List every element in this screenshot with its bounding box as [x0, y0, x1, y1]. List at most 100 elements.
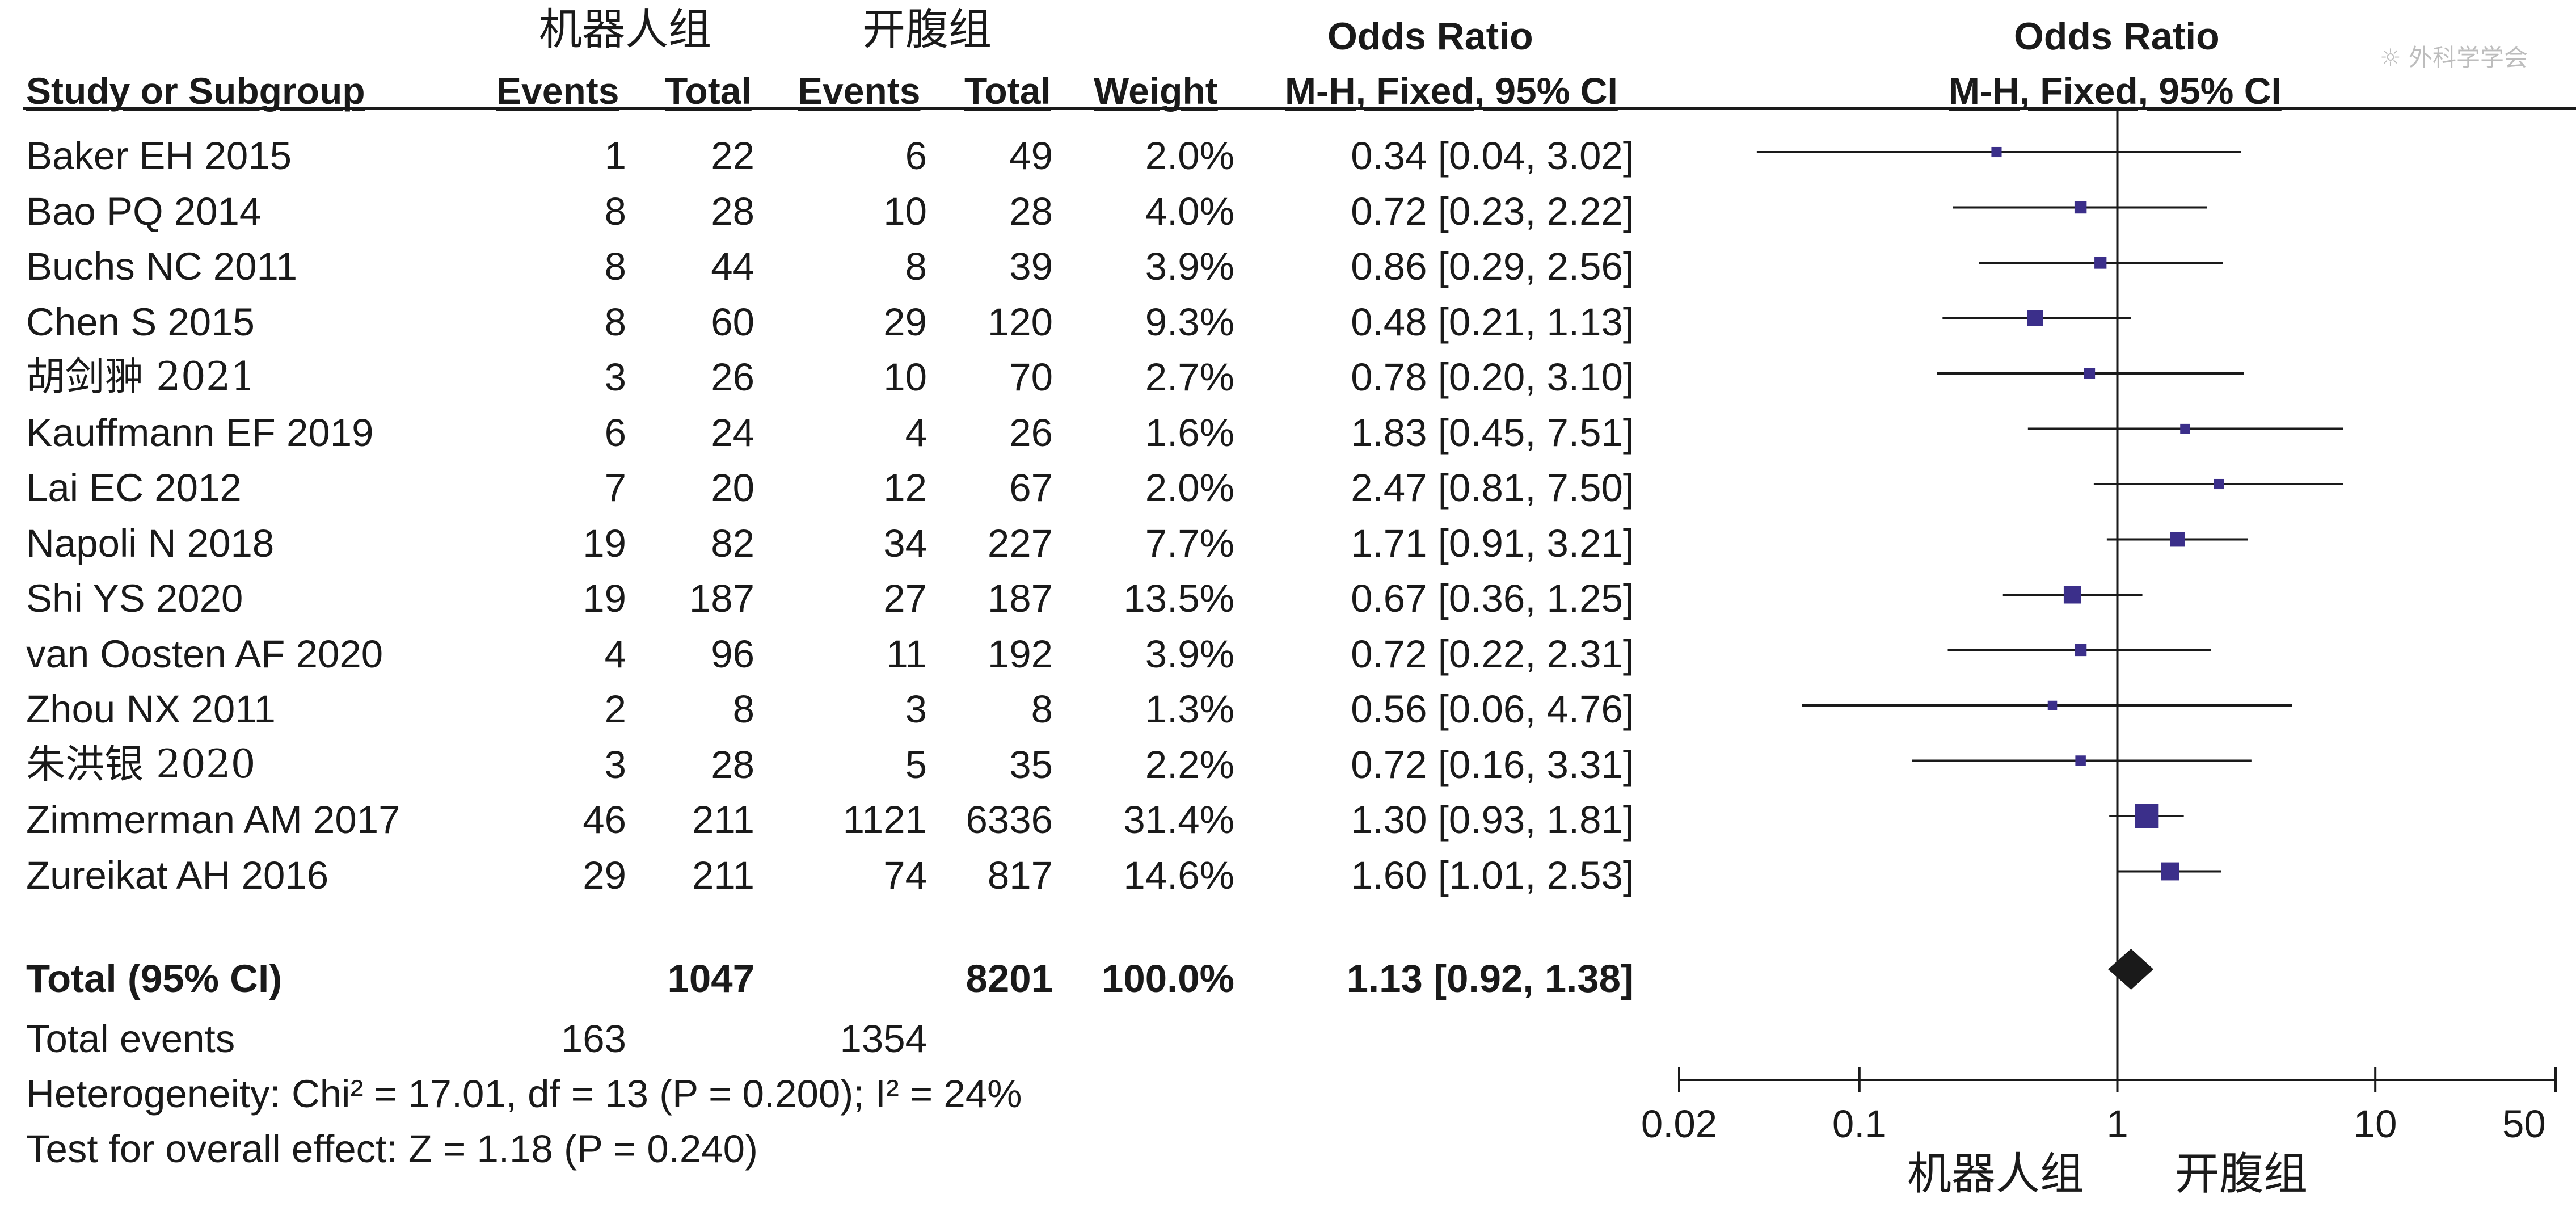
total2-cell: 187 [987, 577, 1053, 620]
total1-cell: 8 [732, 687, 754, 731]
weight-cell: 2.7% [1145, 355, 1234, 399]
weight-cell: 14.6% [1123, 853, 1234, 897]
total-events1: 163 [560, 1017, 626, 1061]
study-marker [2074, 201, 2087, 214]
x-tick-label: 0.1 [1832, 1102, 1887, 1146]
weight-cell: 31.4% [1123, 798, 1234, 842]
x-tick-label: 10 [2353, 1102, 2397, 1146]
total-events2: 1354 [840, 1017, 927, 1061]
favours-right-label: 开腹组 [2175, 1149, 2308, 1200]
events1-cell: 8 [604, 245, 626, 288]
study-name: Napoli N 2018 [26, 521, 275, 565]
study-name: van Oosten AF 2020 [26, 632, 383, 676]
study-marker [2170, 532, 2185, 547]
total2-column-header: Total [964, 70, 1051, 112]
total2-cell: 49 [1009, 134, 1053, 178]
study-marker [2094, 257, 2107, 269]
study-marker [1991, 146, 2002, 158]
x-tick-label: 0.02 [1641, 1102, 1718, 1146]
or-ci-cell: 0.34 [0.04, 3.02] [1351, 134, 1634, 178]
total1-cell: 96 [711, 632, 754, 676]
or-ci-cell: 0.56 [0.06, 4.76] [1351, 687, 1634, 731]
or-ci-cell: 0.72 [0.23, 2.22] [1351, 189, 1634, 233]
study-name: Baker EH 2015 [26, 134, 292, 178]
events1-cell: 19 [583, 521, 626, 565]
total-weight: 100.0% [1101, 957, 1234, 1000]
weight-cell: 4.0% [1145, 189, 1234, 233]
total1-cell: 211 [692, 853, 754, 897]
events1-cell: 29 [583, 853, 626, 897]
or-column-title: Odds Ratio [1327, 15, 1533, 58]
total1-cell: 82 [711, 521, 754, 565]
total2-cell: 35 [1009, 742, 1053, 787]
total2-cell: 192 [987, 632, 1053, 676]
study-name: Zureikat AH 2016 [26, 853, 329, 897]
total2-cell: 70 [1009, 355, 1053, 399]
or-method-header: M-H, Fixed, 95% CI [1285, 70, 1618, 112]
events2-cell: 3 [905, 687, 927, 731]
or-ci-cell: 2.47 [0.81, 7.50] [1351, 466, 1634, 510]
events2-cell: 11 [886, 632, 927, 676]
events2-cell: 12 [883, 466, 927, 510]
favours-left-label: 机器人组 [1907, 1149, 2085, 1200]
total-label: Total (95% CI) [26, 957, 283, 1000]
events2-cell: 5 [905, 742, 927, 787]
header-divider [23, 107, 2576, 110]
events2-cell: 4 [905, 410, 927, 455]
total1-cell: 24 [711, 410, 754, 455]
weight-cell: 1.3% [1145, 687, 1234, 731]
weight-cell: 2.0% [1145, 466, 1234, 510]
total-total1: 1047 [667, 957, 755, 1000]
total1-cell: 187 [689, 577, 754, 620]
events2-cell: 10 [883, 189, 927, 233]
weight-cell: 1.6% [1145, 410, 1234, 455]
x-tick-label: 1 [2106, 1102, 2128, 1146]
study-column-header: Study or Subgroup [26, 70, 365, 112]
or-ci-cell: 0.67 [0.36, 1.25] [1351, 577, 1634, 620]
group1-header: 机器人组 [539, 4, 711, 54]
study-name: Bao PQ 2014 [26, 189, 262, 233]
study-marker [2135, 804, 2159, 828]
total2-cell: 39 [1009, 245, 1053, 288]
study-name: Chen S 2015 [26, 300, 255, 344]
study-marker [2063, 586, 2081, 604]
total2-cell: 120 [987, 300, 1053, 344]
events1-cell: 8 [604, 189, 626, 233]
or-ci-cell: 0.86 [0.29, 2.56] [1351, 245, 1634, 288]
events2-cell: 29 [883, 300, 927, 344]
events1-cell: 4 [604, 632, 626, 676]
events2-cell: 8 [905, 245, 927, 288]
study-marker [2027, 310, 2043, 326]
events2-cell: 1121 [842, 798, 927, 842]
pooled-diamond [2108, 949, 2154, 990]
events2-cell: 34 [883, 521, 927, 565]
events1-cell: 3 [604, 742, 626, 787]
watermark-logo: ☼ 外科学学会 [2380, 44, 2528, 72]
total1-column-header: Total [665, 70, 752, 112]
or-ci-cell: 0.78 [0.20, 3.10] [1351, 355, 1634, 399]
or-ci-cell: 1.60 [1.01, 2.53] [1351, 853, 1634, 897]
study-name: Lai EC 2012 [26, 466, 242, 510]
total-events-label: Total events [26, 1017, 235, 1061]
events2-cell: 10 [883, 355, 927, 399]
study-name: 朱洪银 2020 [26, 741, 256, 787]
study-marker [2075, 755, 2086, 766]
total1-cell: 44 [711, 245, 754, 288]
total2-cell: 26 [1009, 410, 1053, 455]
total2-cell: 8 [1031, 687, 1053, 731]
total2-cell: 817 [987, 853, 1053, 897]
plot-method-header: M-H, Fixed, 95% CI [1949, 70, 2282, 112]
events2-cell: 74 [883, 853, 927, 897]
total2-cell: 6336 [966, 798, 1053, 842]
events1-cell: 6 [604, 410, 626, 455]
total2-cell: 227 [987, 521, 1053, 565]
weight-cell: 13.5% [1123, 577, 1234, 620]
weight-cell: 9.3% [1145, 300, 1234, 344]
total1-cell: 211 [692, 798, 754, 842]
or-ci-cell: 0.72 [0.16, 3.31] [1351, 742, 1634, 787]
x-tick-label: 50 [2502, 1102, 2546, 1146]
weight-column-header: Weight [1094, 70, 1218, 112]
study-marker [2074, 644, 2087, 657]
events2-cell: 6 [905, 134, 927, 178]
